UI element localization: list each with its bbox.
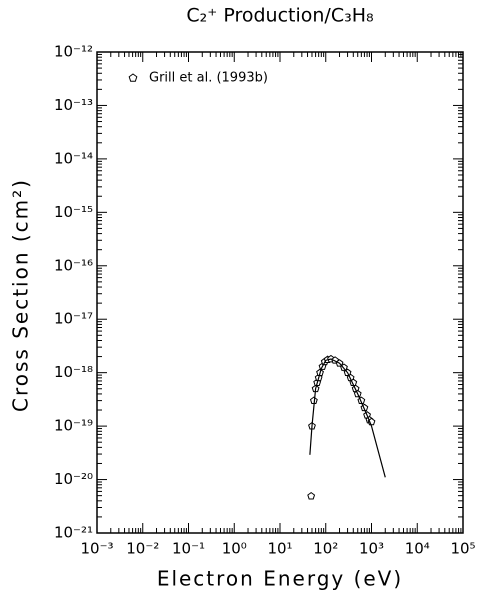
y-tick-label: 10⁻²¹: [54, 524, 93, 542]
x-tick-label: 10⁰: [222, 540, 247, 558]
y-tick-label: 10⁻¹⁹: [54, 417, 93, 435]
legend-marker: [128, 73, 138, 82]
chart-title: C₂⁺ Production/C₃H₈: [186, 5, 373, 27]
x-tick-label: 10⁻²: [126, 540, 159, 558]
y-axis-label: Cross Section (cm²): [9, 178, 33, 412]
x-tick-label: 10²: [313, 540, 338, 558]
y-tick-label: 10⁻¹²: [54, 43, 93, 61]
fit-line: [309, 358, 386, 478]
y-tick-label: 10⁻²⁰: [54, 470, 93, 488]
data-point: [307, 491, 316, 500]
x-tick-label: 10⁻¹: [172, 540, 205, 558]
y-tick-label: 10⁻¹⁸: [54, 363, 93, 381]
legend-label: Grill et al. (1993b): [149, 71, 268, 86]
y-tick-label: 10⁻¹⁵: [54, 203, 93, 221]
y-tick-label: 10⁻¹⁷: [54, 310, 93, 328]
x-tick-label: 10³: [359, 540, 384, 558]
x-tick-label: 10⁴: [405, 540, 430, 558]
y-tick-label: 10⁻¹⁴: [54, 149, 93, 167]
x-tick-label: 10¹: [267, 540, 292, 558]
y-tick-label: 10⁻¹³: [54, 96, 93, 114]
x-tick-label: 10⁻³: [80, 540, 113, 558]
y-tick-label: 10⁻¹⁶: [54, 256, 93, 274]
x-axis-label: Electron Energy (eV): [157, 567, 403, 591]
x-tick-label: 10⁵: [450, 540, 475, 558]
plot-frame: [96, 51, 464, 534]
